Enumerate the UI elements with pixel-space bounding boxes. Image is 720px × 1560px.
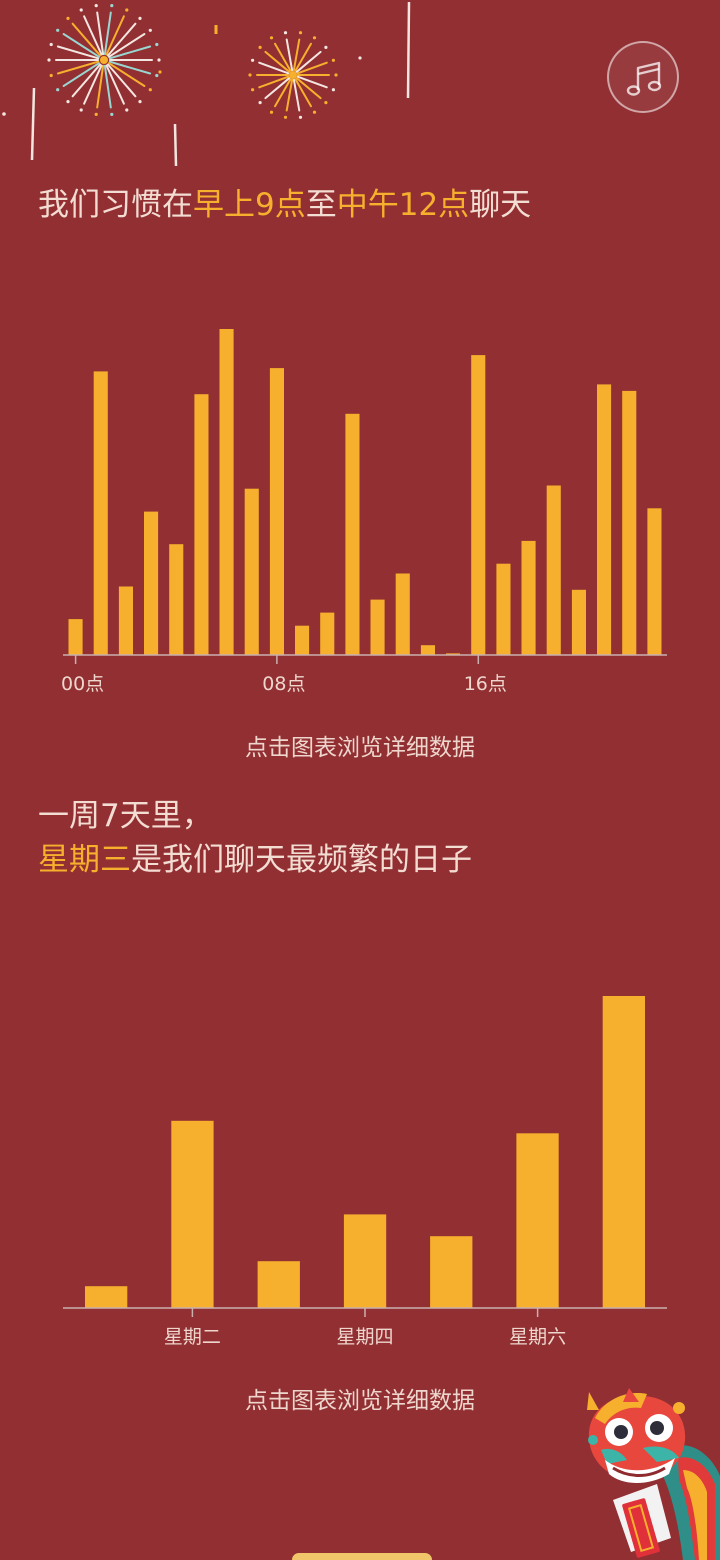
x-axis-tick-label: 00点: [61, 673, 104, 695]
chart-bar[interactable]: [546, 485, 561, 656]
chart-bar[interactable]: [68, 619, 83, 655]
x-axis-tick-label: 星期二: [164, 1326, 221, 1348]
chart-bar[interactable]: [395, 573, 410, 656]
weekday-headline-line1: 一周7天里，: [38, 798, 213, 834]
bottom-scroll-tab[interactable]: [292, 1553, 432, 1560]
headline-highlight: 早上9点: [193, 187, 306, 223]
firework-trail: [406, 1, 411, 99]
chart-bar[interactable]: [571, 589, 586, 655]
hours-headline: 我们习惯在早上9点至中午12点聊天: [38, 183, 531, 227]
x-axis-tick-label: 16点: [464, 673, 507, 695]
chart-bar[interactable]: [647, 508, 662, 655]
chart-bar[interactable]: [295, 625, 310, 655]
x-axis-tick-label: 星期四: [336, 1326, 393, 1348]
chart-bar[interactable]: [257, 1261, 300, 1308]
headline-text: 聊天: [469, 187, 532, 223]
chart-detail-hint[interactable]: 点击图表浏览详细数据: [245, 735, 475, 761]
firework-spark: [158, 70, 162, 74]
chart-bar[interactable]: [622, 390, 637, 655]
chart-bar[interactable]: [171, 1120, 214, 1308]
chart-bar[interactable]: [219, 329, 234, 655]
chart-bar[interactable]: [516, 1133, 559, 1308]
chart-bar[interactable]: [471, 355, 486, 655]
x-axis-tick-label: 星期六: [509, 1326, 566, 1348]
headline-text: 至: [305, 187, 337, 223]
chart-bar[interactable]: [496, 563, 511, 655]
chart-bar[interactable]: [602, 996, 645, 1308]
x-axis-tick-label: 08点: [262, 673, 305, 695]
chart-bar[interactable]: [521, 540, 536, 655]
chart-bar[interactable]: [144, 511, 159, 655]
hours-bar-chart[interactable]: 00点 08点 16点: [0, 300, 720, 714]
weekday-headline-line2: 星期三是我们聊天最频繁的日子: [38, 838, 472, 882]
chart-bar[interactable]: [320, 612, 335, 655]
chart-bar[interactable]: [118, 586, 133, 656]
firework-spark: [358, 56, 362, 60]
fireworks-decoration: [2, 1, 411, 167]
lion-dance-decoration: [587, 1388, 720, 1560]
chart-bar[interactable]: [430, 1236, 473, 1308]
chart-bar[interactable]: [244, 488, 259, 655]
chart-bar[interactable]: [194, 394, 209, 655]
music-toggle-button[interactable]: [607, 41, 679, 113]
firework-trail: [173, 123, 178, 167]
headline-highlight: 星期三: [38, 842, 131, 878]
chart-bar[interactable]: [85, 1286, 128, 1308]
chart-bar[interactable]: [169, 544, 184, 655]
headline-highlight: 中午12点: [336, 187, 470, 223]
firework-burst-right: [248, 31, 338, 119]
chart-bar[interactable]: [269, 368, 284, 655]
headline-text: 我们习惯在: [38, 187, 193, 223]
firework-trail: [30, 87, 36, 161]
firework-burst-left: [47, 4, 161, 116]
chart-detail-hint[interactable]: 点击图表浏览详细数据: [245, 1388, 475, 1414]
chart-bar[interactable]: [446, 653, 461, 655]
headline-text: 是我们聊天最频繁的日子: [131, 842, 472, 878]
weekday-bar-chart[interactable]: 星期二 星期四 星期六: [0, 960, 720, 1374]
chart-bar[interactable]: [420, 645, 435, 655]
firework-spark: [2, 112, 6, 116]
chart-bar[interactable]: [343, 1214, 387, 1308]
music-note-icon: [626, 61, 662, 96]
chart-bar[interactable]: [345, 413, 360, 655]
chart-bar[interactable]: [597, 384, 612, 655]
chart-bar[interactable]: [370, 599, 385, 655]
chart-bar[interactable]: [93, 371, 108, 655]
